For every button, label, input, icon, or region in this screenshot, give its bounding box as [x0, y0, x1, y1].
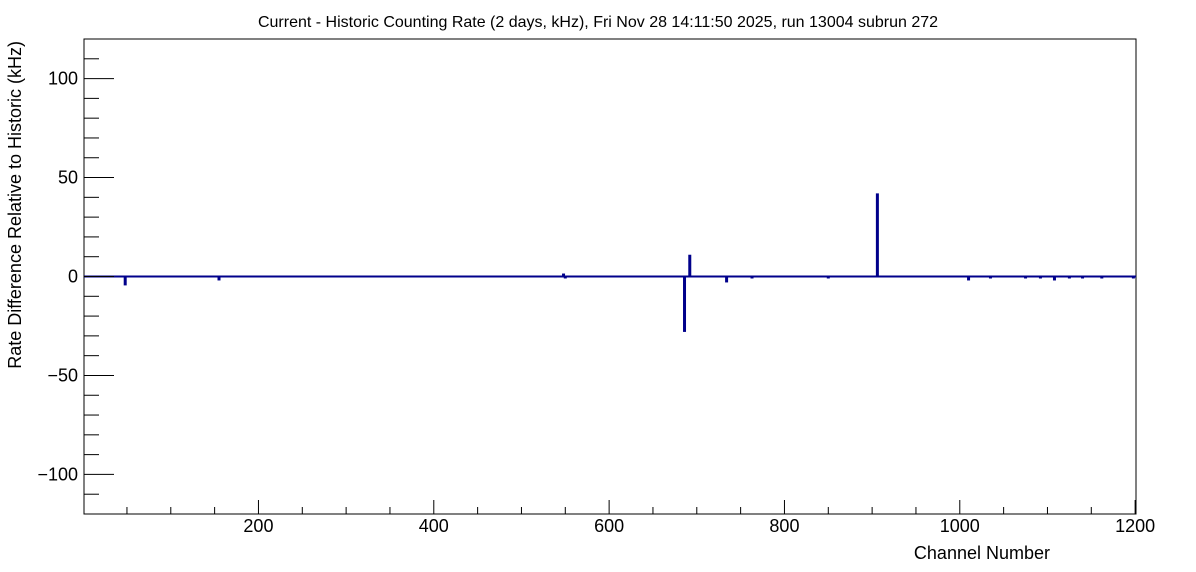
chart-title: Current - Historic Counting Rate (2 days…: [258, 14, 938, 31]
bar: [725, 276, 729, 283]
data-bars: [116, 193, 1135, 332]
bar: [562, 273, 566, 277]
x-tick-label: 1200: [1115, 516, 1155, 536]
y-tick-label: 50: [58, 168, 78, 188]
bar: [683, 276, 687, 332]
y-tick-label: 0: [68, 267, 78, 287]
bar: [1052, 276, 1056, 281]
bar: [967, 276, 971, 281]
x-axis-label: Channel Number: [914, 543, 1050, 563]
y-axis: −100 −50 0 50 100: [37, 38, 114, 515]
bar: [217, 276, 221, 281]
x-tick-label: 1000: [940, 516, 980, 536]
y-tick-label: 100: [48, 69, 78, 89]
x-tick-label: 800: [769, 516, 799, 536]
x-axis: 200 400 600 800 1000 1200: [126, 500, 1155, 536]
x-tick-label: 600: [594, 516, 624, 536]
y-axis-label: Rate Difference Relative to Historic (kH…: [5, 41, 25, 369]
x-tick-label: 400: [419, 516, 449, 536]
y-tick-label: −50: [47, 365, 78, 385]
bar: [123, 276, 127, 286]
y-tick-label: −100: [37, 464, 78, 484]
bar: [688, 254, 692, 277]
bar: [875, 193, 879, 277]
x-tick-label: 200: [243, 516, 273, 536]
